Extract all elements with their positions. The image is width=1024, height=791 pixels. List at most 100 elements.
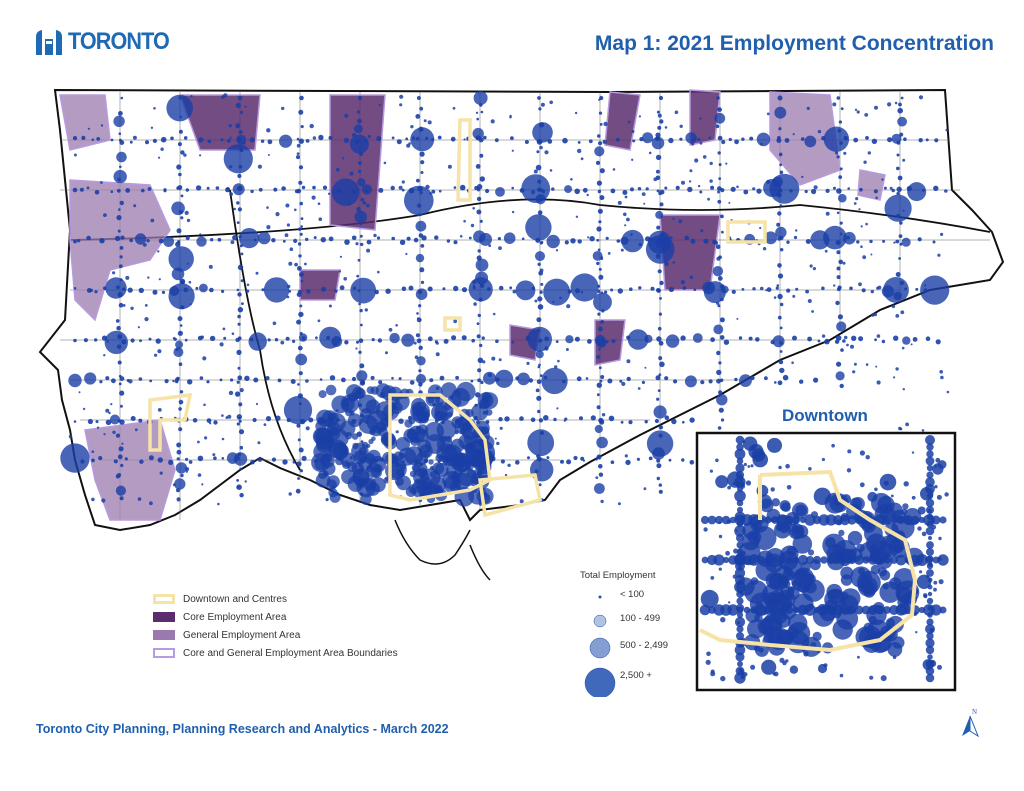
employment-dot: [300, 279, 304, 283]
employment-dot: [221, 289, 225, 293]
employment-dot: [423, 450, 431, 458]
employment-dot: [899, 221, 903, 225]
employment-dot: [84, 372, 97, 385]
employment-dot: [305, 379, 309, 383]
employment-dot: [777, 315, 782, 320]
employment-dot: [415, 220, 427, 232]
employment-dot: [221, 457, 225, 460]
employment-dot: [298, 402, 302, 406]
employment-dot: [748, 514, 760, 526]
employment-dot: [884, 194, 912, 222]
employment-dot: [178, 172, 182, 177]
employment-dot: [177, 330, 183, 336]
employment-dot: [580, 456, 585, 461]
employment-dot: [736, 590, 744, 598]
employment-dot: [597, 134, 601, 138]
employment-dot: [537, 296, 543, 302]
employment-dot: [846, 235, 850, 240]
employment-dot: [115, 319, 120, 323]
employment-dot: [476, 209, 482, 215]
employment-dot: [175, 377, 180, 382]
employment-dot: [147, 187, 152, 191]
employment-dot: [658, 95, 664, 101]
employment-dot: [898, 426, 902, 431]
employment-dot: [217, 502, 220, 506]
employment-dot: [699, 190, 703, 194]
employment-dot: [286, 223, 290, 227]
employment-dot: [870, 564, 881, 575]
employment-dot: [176, 228, 182, 234]
employment-dot: [358, 161, 362, 165]
employment-dot: [939, 606, 947, 614]
employment-dot: [157, 408, 162, 412]
employment-dot: [238, 164, 243, 169]
employment-dot: [745, 480, 752, 486]
employment-dot: [308, 417, 314, 423]
employment-dot: [556, 407, 559, 410]
employment-dot: [415, 333, 420, 338]
employment-dot: [939, 370, 943, 374]
employment-dot: [112, 430, 116, 434]
employment-dot: [399, 94, 404, 99]
employment-dot: [692, 333, 703, 343]
employment-dot: [226, 187, 230, 191]
employment-dot: [588, 139, 593, 144]
employment-dot: [180, 150, 185, 155]
employment-dot: [473, 230, 486, 243]
legend-item-general: General Employment Area: [153, 626, 398, 644]
map-legend: Downtown and Centres Core Employment Are…: [153, 590, 398, 662]
employment-dot: [826, 555, 836, 565]
employment-dot: [836, 211, 840, 215]
employment-dot: [299, 95, 304, 101]
employment-dot: [298, 254, 302, 258]
employment-dot: [780, 302, 784, 307]
employment-dot: [736, 541, 744, 549]
employment-dot: [419, 151, 425, 157]
employment-dot: [539, 145, 543, 150]
employment-dot: [201, 483, 204, 486]
employment-dot: [196, 236, 207, 247]
employment-dot: [579, 416, 583, 421]
employment-dot: [664, 376, 669, 381]
employment-dot: [188, 280, 192, 284]
employment-dot: [597, 189, 602, 194]
employment-dot: [927, 591, 933, 597]
employment-dot: [697, 184, 701, 188]
employment-dot: [152, 138, 157, 143]
employment-dot: [643, 202, 646, 205]
employment-dot: [699, 604, 711, 616]
employment-dot: [73, 287, 77, 290]
employment-dot: [802, 579, 825, 602]
employment-dot: [603, 121, 608, 127]
employment-dot: [209, 422, 212, 425]
employment-dot: [825, 188, 830, 193]
employment-dot: [468, 236, 472, 240]
employment-dot: [664, 415, 670, 421]
employment-dot: [511, 210, 515, 214]
employment-dot: [378, 187, 384, 193]
employment-dot: [766, 179, 771, 184]
employment-dot: [187, 379, 193, 385]
employment-dot: [185, 457, 189, 461]
employment-dot: [623, 212, 627, 217]
employment-dot: [658, 483, 662, 487]
legend-item-centres: Downtown and Centres: [153, 590, 398, 608]
employment-dot: [847, 530, 863, 546]
employment-dot: [599, 419, 605, 425]
legend-item-boundaries: Core and General Employment Area Boundar…: [153, 644, 398, 662]
size-legend: Total Employment < 100 100 - 499 500 - 2…: [580, 570, 700, 700]
employment-dot: [298, 109, 304, 115]
employment-dot: [891, 304, 896, 309]
employment-dot: [149, 379, 153, 383]
employment-dot: [398, 185, 403, 190]
employment-dot: [870, 289, 874, 294]
employment-dot: [195, 286, 199, 290]
employment-dot: [871, 138, 878, 144]
employment-dot: [883, 556, 891, 564]
employment-dot: [656, 336, 662, 342]
employment-dot: [720, 214, 724, 219]
employment-dot: [782, 374, 789, 381]
employment-dot: [101, 498, 106, 503]
employment-dot: [295, 353, 308, 366]
